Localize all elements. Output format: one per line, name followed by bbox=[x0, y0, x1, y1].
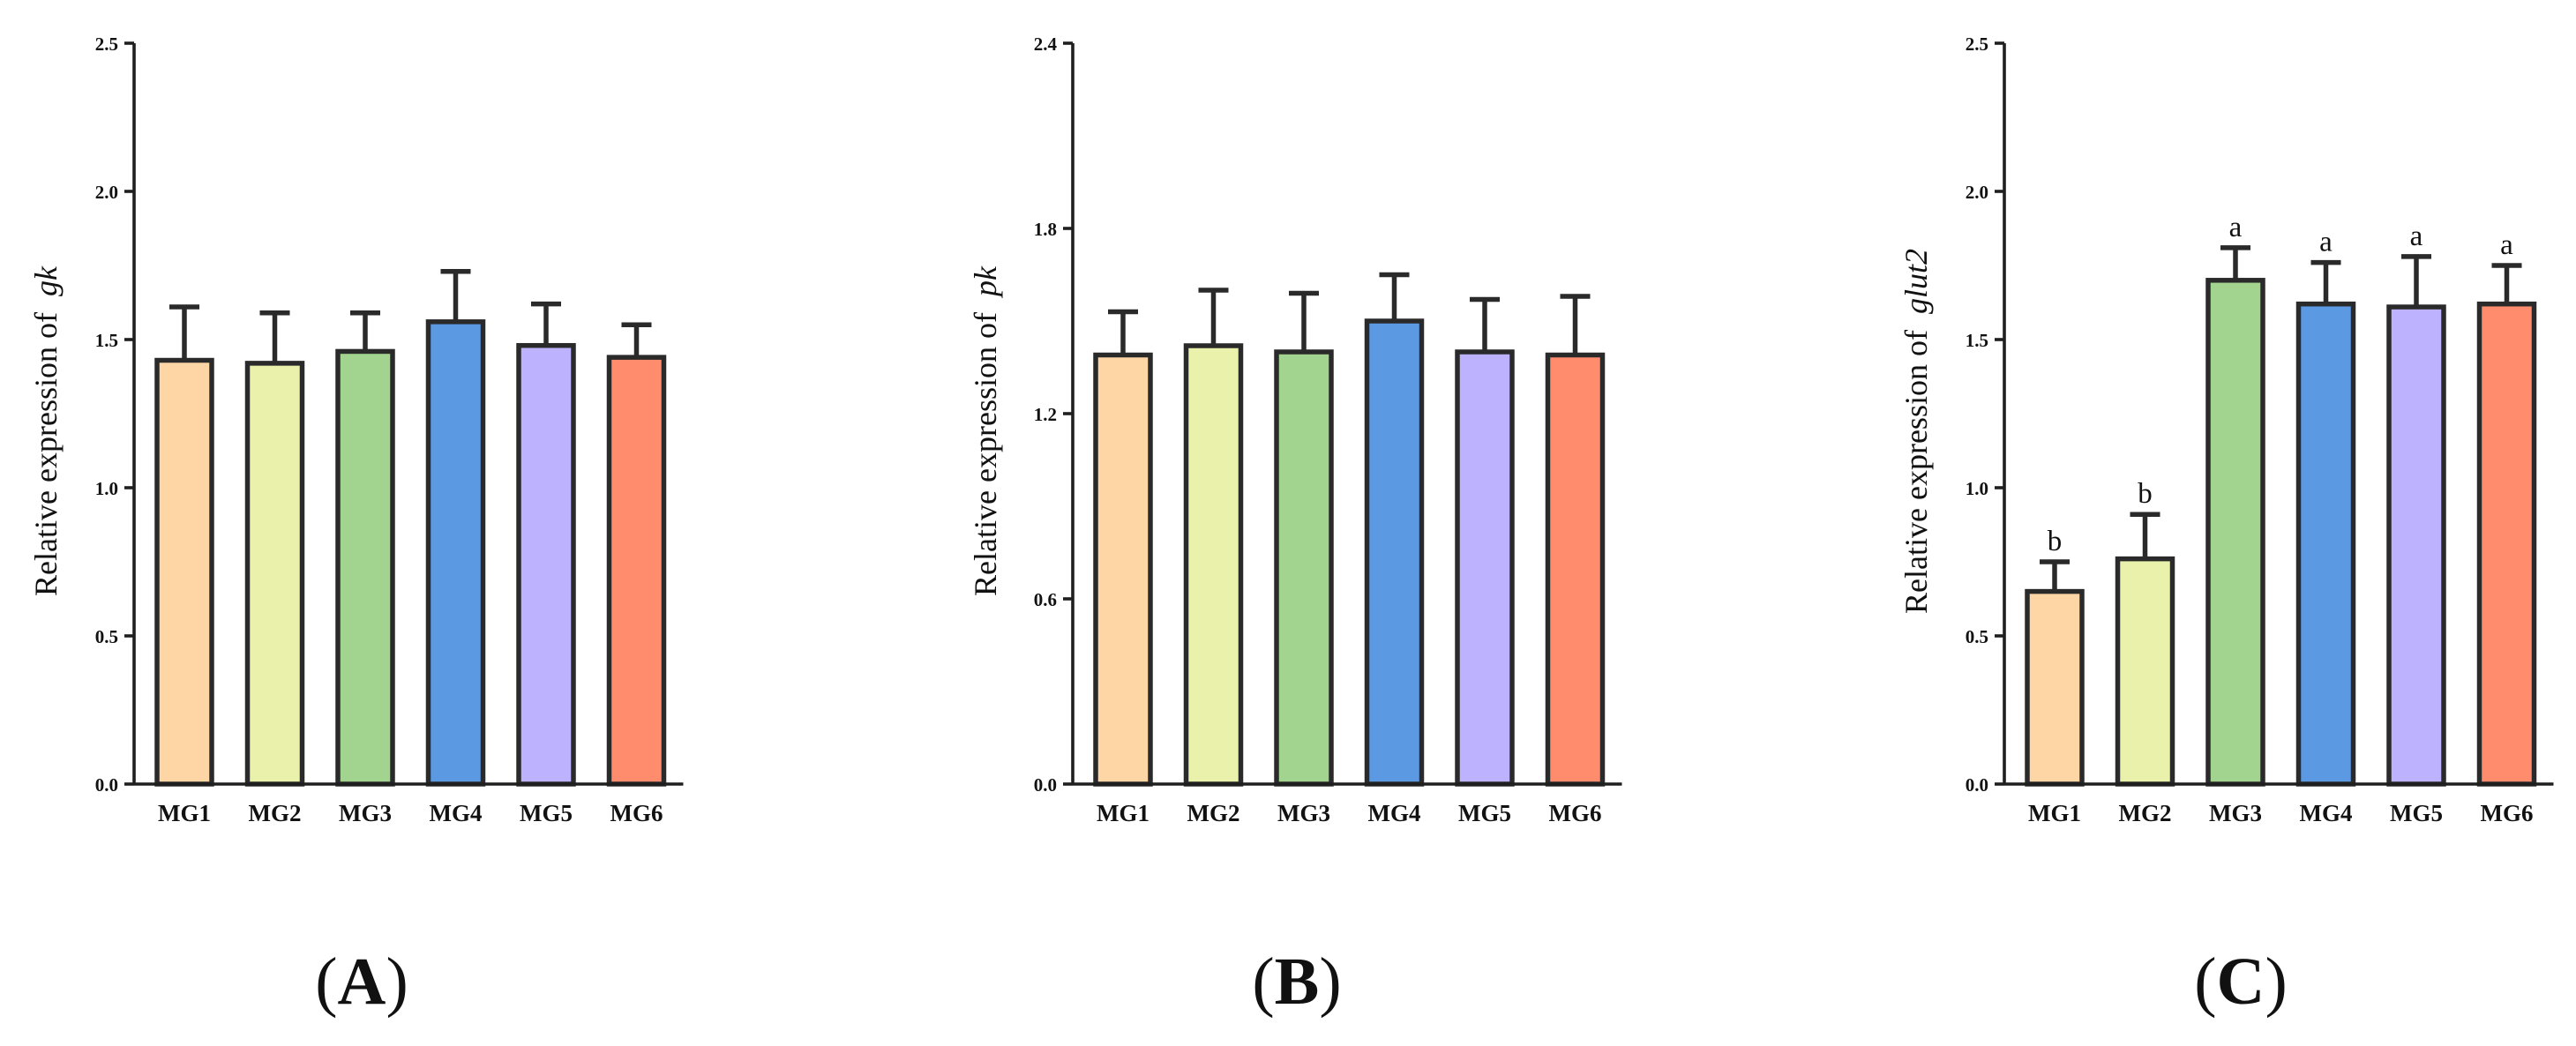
bar-mg1 bbox=[2025, 588, 2085, 787]
panel-label: (A) bbox=[315, 945, 408, 1019]
x-tick-label: MG2 bbox=[2119, 800, 2172, 826]
bar-mg6 bbox=[606, 355, 667, 787]
y-axis-title-gene: glut2 bbox=[1898, 249, 1934, 314]
x-tick-label: MG2 bbox=[249, 800, 302, 826]
significance-letter: a bbox=[2500, 229, 2513, 261]
y-tick-label: 1.2 bbox=[1034, 404, 1057, 425]
y-axis-title: Relative expression of glut2 bbox=[1898, 249, 1934, 614]
x-tick-label: MG3 bbox=[339, 800, 392, 826]
bar-mg2 bbox=[2115, 556, 2175, 787]
chart-panel-a: 0.0 0.5 1.0 1.5 2.0 2.5 MG1 MG2 MG3 MG4 MG5 MG6 Rela… bbox=[28, 34, 684, 1019]
x-tick-label: MG2 bbox=[1187, 800, 1240, 826]
significance-letter: a bbox=[2229, 212, 2243, 243]
significance-letter: b bbox=[2138, 478, 2153, 510]
y-tick-label: 1.5 bbox=[95, 330, 118, 351]
y-tick-label: 2.4 bbox=[1034, 34, 1058, 55]
x-tick-label: MG6 bbox=[610, 800, 663, 826]
x-tick-label: MG5 bbox=[1458, 800, 1511, 826]
y-tick-label: 0.6 bbox=[1034, 589, 1057, 610]
y-tick-label: 2.0 bbox=[1966, 182, 1988, 203]
bar-mg2 bbox=[1183, 343, 1244, 787]
bar-mg1 bbox=[1093, 352, 1153, 787]
y-axis-title: Relative expression of pk bbox=[968, 265, 1003, 596]
bar-mg3 bbox=[1274, 349, 1334, 787]
bar-mg4 bbox=[425, 319, 486, 787]
y-tick-label: 1.5 bbox=[1966, 330, 1988, 351]
bar-mg4 bbox=[2295, 301, 2356, 787]
y-axis-title-prefix: Relative expression of bbox=[28, 296, 64, 596]
y-tick-label: 2.0 bbox=[95, 182, 118, 203]
x-tick-label: MG5 bbox=[520, 800, 573, 826]
y-axis-title-prefix: Relative expression of bbox=[968, 296, 1003, 596]
y-axis-title-gene: gk bbox=[28, 265, 64, 296]
x-tick-label: MG5 bbox=[2390, 800, 2443, 826]
y-tick-label: 0.0 bbox=[1966, 774, 1988, 796]
y-tick-label: 1.0 bbox=[1966, 478, 1988, 499]
panel-label: (C) bbox=[2194, 945, 2288, 1019]
bar-mg2 bbox=[244, 361, 305, 787]
bar-mg3 bbox=[335, 348, 395, 787]
panel-label: (B) bbox=[1252, 945, 1341, 1019]
x-tick-label: MG4 bbox=[2300, 800, 2353, 826]
x-tick-label: MG1 bbox=[1097, 800, 1149, 826]
bar-mg1 bbox=[154, 357, 214, 787]
y-tick-label: 1.8 bbox=[1034, 219, 1057, 240]
bar-mg6 bbox=[1545, 352, 1606, 787]
x-tick-label: MG3 bbox=[1277, 800, 1330, 826]
y-tick-label: 0.0 bbox=[1034, 774, 1057, 796]
significance-letter: a bbox=[2410, 220, 2423, 252]
y-tick-label: 2.5 bbox=[95, 34, 118, 55]
y-axis-title-gene: pk bbox=[968, 265, 1003, 299]
bar-mg4 bbox=[1364, 318, 1425, 787]
bar-mg6 bbox=[2476, 301, 2537, 787]
y-tick-label: 2.5 bbox=[1966, 34, 1988, 55]
significance-letter: b bbox=[2048, 526, 2063, 557]
x-tick-label: MG4 bbox=[1368, 800, 1421, 826]
x-tick-label: MG3 bbox=[2209, 800, 2262, 826]
y-axis-title-prefix: Relative expression of bbox=[1898, 314, 1934, 614]
x-tick-label: MG4 bbox=[430, 800, 483, 826]
x-tick-label: MG6 bbox=[2481, 800, 2534, 826]
bar-mg5 bbox=[2386, 304, 2446, 787]
bar-mg3 bbox=[2205, 278, 2265, 787]
x-tick-label: MG1 bbox=[158, 800, 211, 826]
significance-letter: a bbox=[2319, 227, 2333, 258]
chart-panel-c: b b a a a a 0.0 0.5 1.0 1.5 2.0 2.5 MG1 MG2 MG3 MG4 MG5 M… bbox=[1898, 34, 2554, 1019]
y-tick-label: 1.0 bbox=[95, 478, 118, 499]
y-tick-label: 0.0 bbox=[95, 774, 118, 796]
y-tick-label: 0.5 bbox=[95, 626, 118, 647]
x-tick-label: MG1 bbox=[2028, 800, 2081, 826]
bar-mg5 bbox=[1455, 349, 1515, 787]
bar-mg5 bbox=[516, 342, 576, 787]
x-tick-label: MG6 bbox=[1549, 800, 1602, 826]
y-axis-title: Relative expression of gk bbox=[28, 265, 64, 596]
chart-panel-b: 0.0 0.6 1.2 1.8 2.4 MG1 MG2 MG3 MG4 MG5 MG6 Relativ… bbox=[968, 34, 1622, 1019]
y-tick-label: 0.5 bbox=[1966, 626, 1988, 647]
